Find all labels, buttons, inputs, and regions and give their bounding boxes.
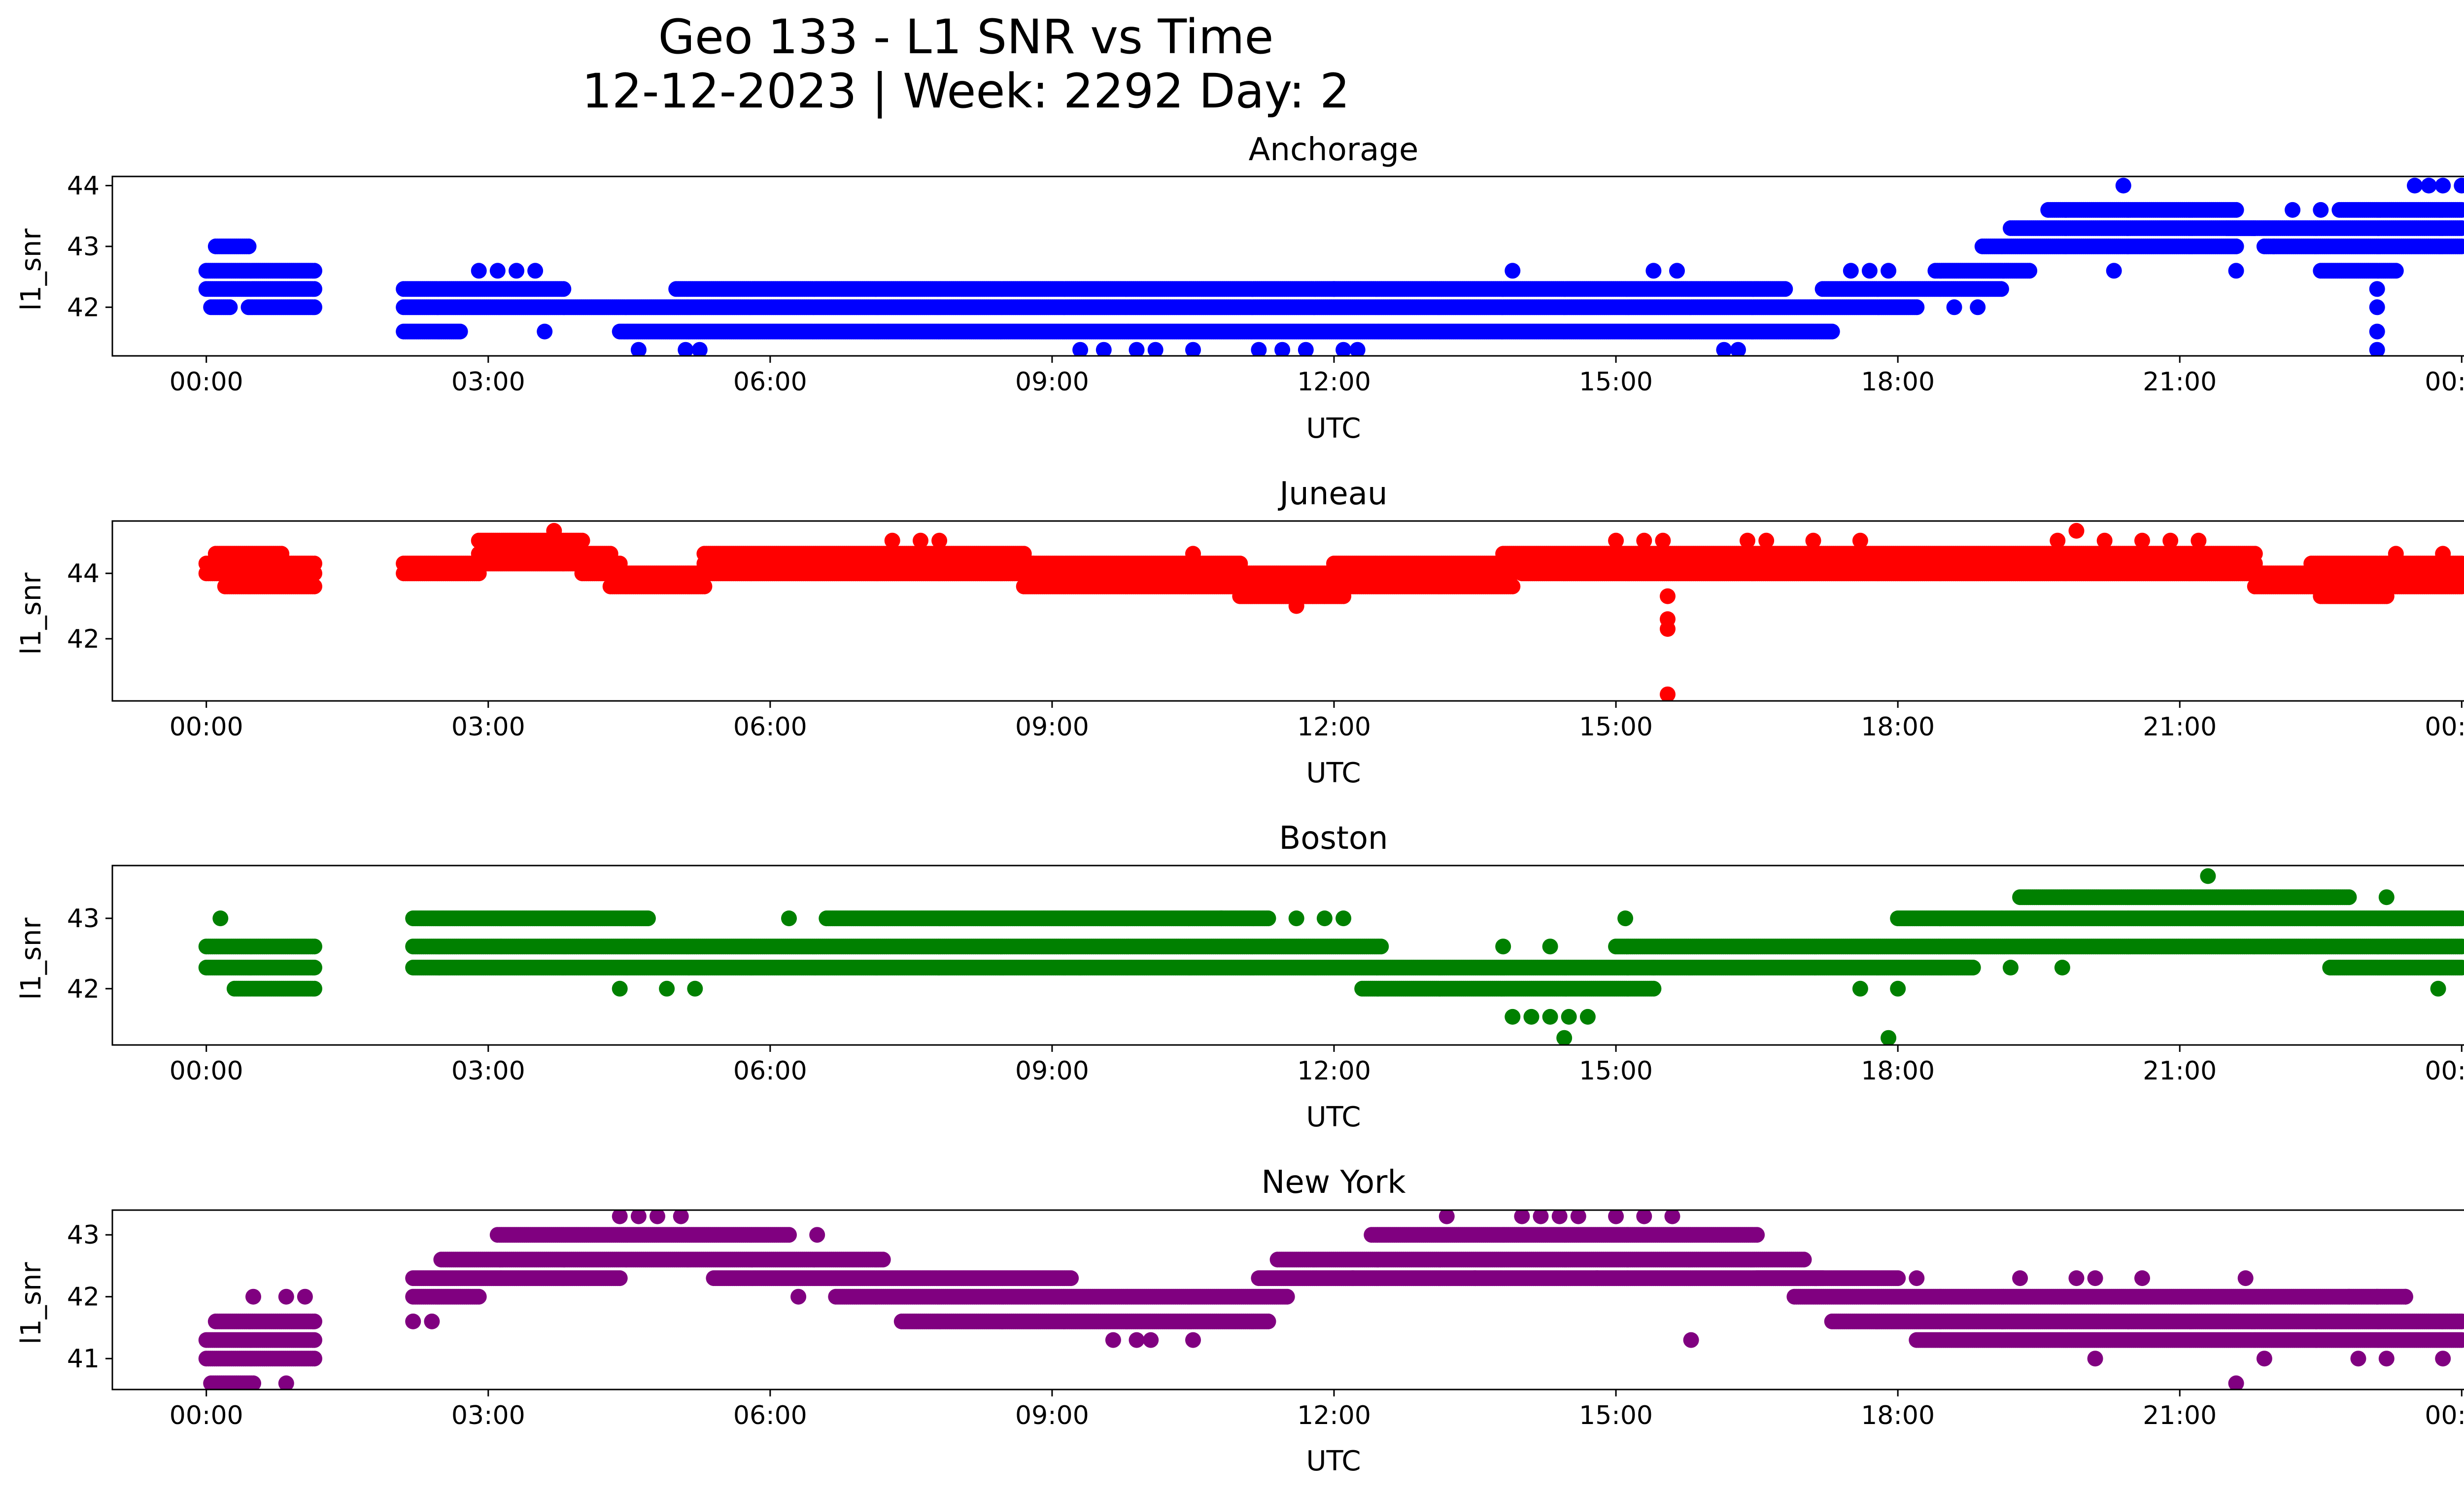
data-point [630, 342, 647, 356]
data-point [1909, 299, 1925, 315]
data-point [2421, 177, 2437, 194]
panel-title: Juneau [1277, 476, 1387, 512]
data-point [240, 238, 257, 254]
data-point [471, 263, 487, 279]
data-point [509, 263, 524, 279]
data-point [1185, 342, 1201, 356]
data-points [198, 177, 2464, 356]
data-point [1824, 323, 1840, 340]
data-point [1251, 342, 1267, 356]
data-point [1843, 263, 1859, 279]
data-point [2454, 238, 2464, 254]
data-point [1881, 263, 1897, 279]
data-point [2388, 263, 2404, 279]
panel-title: Anchorage [1249, 132, 1419, 168]
data-points [198, 522, 2464, 701]
x-axis-label: UTC [1306, 757, 1361, 789]
data-point [2407, 177, 2423, 194]
data-point [1505, 578, 1521, 594]
data-point [2369, 323, 2385, 340]
data-point [2285, 202, 2301, 218]
data-point [1335, 588, 1352, 604]
data-point [574, 532, 590, 549]
data-point [1993, 281, 2009, 297]
data-point [1730, 342, 1746, 356]
figure-title-line-2: 12-12-2023 | Week: 2292 Day: 2 [582, 64, 1350, 119]
data-point [471, 565, 487, 582]
data-point [1946, 299, 1962, 315]
data-point [1147, 342, 1164, 356]
x-tick-label: 00:00 [2425, 367, 2464, 397]
y-axis-label: l1_snr [15, 228, 47, 311]
data-point [452, 323, 468, 340]
data-point [1505, 263, 1521, 279]
data-point [2115, 177, 2131, 194]
data-point [537, 323, 553, 340]
data-point [696, 578, 713, 594]
panel-juneau: Juneau UTC l1_snr 00:00 03:00 06:00 09:00 12… [15, 476, 2464, 789]
data-point [678, 342, 694, 356]
data-point [1072, 342, 1089, 356]
data-point [527, 263, 544, 279]
data-point [307, 299, 322, 315]
data-point [1777, 281, 1793, 297]
data-point [1716, 342, 1732, 356]
data-point [2454, 177, 2464, 194]
data-point [2454, 202, 2464, 218]
y-tick-label: 42 [67, 293, 100, 322]
data-point [274, 546, 290, 562]
data-point [2369, 299, 2385, 315]
data-point [2228, 263, 2244, 279]
data-point [2106, 263, 2122, 279]
data-point [307, 263, 322, 279]
data-point [1970, 299, 1986, 315]
data-point [1645, 263, 1662, 279]
data-point [1298, 342, 1314, 356]
data-point [2313, 202, 2329, 218]
data-point [307, 281, 322, 297]
y-axis-label: l1_snr [15, 572, 47, 655]
x-tick-label: 09:00 [1015, 367, 1089, 397]
data-point [555, 281, 572, 297]
data-point [1349, 342, 1366, 356]
data-point [691, 342, 708, 356]
data-point [1326, 281, 1342, 297]
data-point [2369, 342, 2385, 356]
panel-anchorage: Anchorage UTC l1_snr 00:00 03:00 06:00 09:0… [15, 132, 2464, 445]
data-point [2228, 202, 2244, 218]
data-point [489, 263, 506, 279]
y-tick-label: 43 [67, 232, 100, 262]
data-point [602, 546, 618, 562]
data-point [307, 556, 322, 572]
data-point [1861, 263, 1878, 279]
data-point [2454, 220, 2464, 236]
x-tick-label: 15:00 [1579, 367, 1653, 397]
data-point [1232, 556, 1248, 572]
x-tick-label: 21:00 [2143, 367, 2217, 397]
x-tick-label: 18:00 [1861, 367, 1935, 397]
x-tick-label: 03:00 [451, 367, 525, 397]
data-point [222, 299, 238, 315]
data-point [1274, 342, 1291, 356]
data-point [1335, 342, 1352, 356]
data-point [2265, 238, 2282, 254]
x-tick-label: 12:00 [1297, 367, 1371, 397]
data-point [1129, 342, 1145, 356]
data-point [1669, 263, 1685, 279]
x-tick-label: 00:00 [170, 367, 243, 397]
x-tick-label: 06:00 [733, 367, 807, 397]
figure-title-line-1: Geo 133 - L1 SNR vs Time [658, 9, 1274, 65]
data-point [1095, 342, 1112, 356]
data-point [307, 578, 322, 594]
data-point [2369, 281, 2385, 297]
data-point [2435, 177, 2451, 194]
data-point [2228, 238, 2244, 254]
data-point [2021, 263, 2038, 279]
x-axis-label: UTC [1306, 413, 1361, 445]
y-tick-label: 44 [67, 172, 100, 201]
